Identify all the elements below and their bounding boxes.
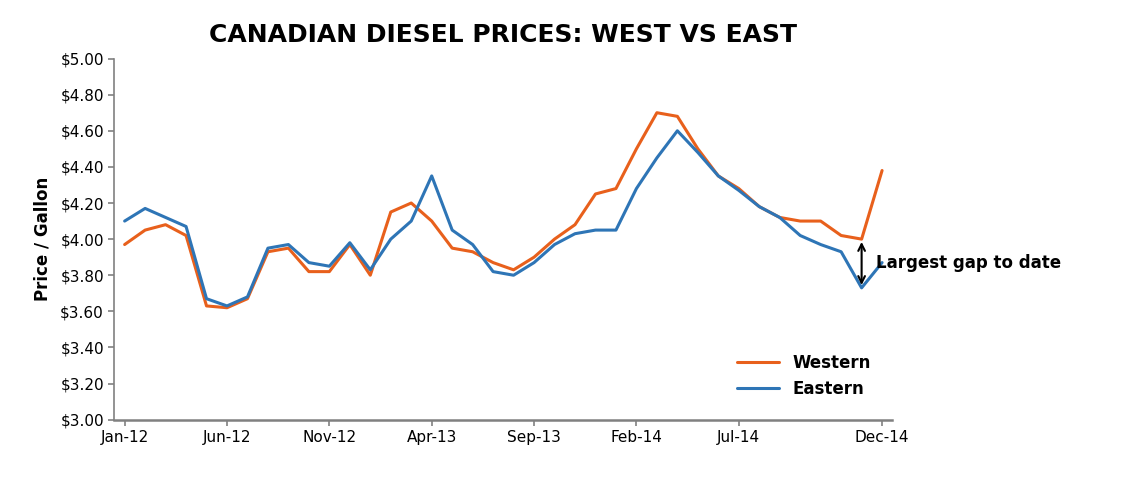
- Western: [138, 227, 152, 233]
- Eastern: [569, 231, 582, 237]
- Western: [200, 303, 214, 309]
- Western: [159, 222, 173, 227]
- Western: [220, 305, 233, 311]
- Eastern: [875, 260, 889, 265]
- Eastern: [834, 249, 848, 255]
- Western: [527, 254, 541, 260]
- Eastern: [180, 224, 193, 229]
- Western: [589, 191, 603, 197]
- Eastern: [343, 240, 357, 245]
- Western: [670, 113, 684, 119]
- Eastern: [466, 242, 479, 247]
- Eastern: [793, 233, 807, 239]
- Eastern: [650, 155, 664, 161]
- Western: [834, 233, 848, 239]
- Eastern: [302, 260, 316, 265]
- Western: [424, 218, 438, 224]
- Eastern: [240, 294, 254, 300]
- Line: Western: Western: [125, 113, 882, 308]
- Western: [773, 215, 787, 221]
- Title: CANADIAN DIESEL PRICES: WEST VS EAST: CANADIAN DIESEL PRICES: WEST VS EAST: [209, 23, 797, 47]
- Western: [486, 260, 500, 265]
- Western: [855, 236, 868, 242]
- Western: [691, 146, 705, 152]
- Eastern: [753, 203, 766, 209]
- Western: [466, 249, 479, 255]
- Western: [569, 222, 582, 227]
- Western: [629, 146, 643, 152]
- Western: [507, 267, 521, 273]
- Text: Largest gap to date: Largest gap to date: [876, 255, 1062, 272]
- Eastern: [424, 173, 438, 179]
- Eastern: [323, 264, 336, 269]
- Eastern: [281, 242, 295, 247]
- Western: [240, 296, 254, 302]
- Western: [650, 110, 664, 116]
- Eastern: [773, 215, 787, 221]
- Western: [343, 242, 357, 247]
- Eastern: [384, 236, 398, 242]
- Eastern: [670, 128, 684, 134]
- Eastern: [138, 205, 152, 211]
- Eastern: [527, 260, 541, 265]
- Western: [364, 272, 378, 278]
- Eastern: [261, 245, 275, 251]
- Eastern: [364, 267, 378, 273]
- Eastern: [855, 285, 868, 291]
- Western: [875, 167, 889, 173]
- Eastern: [629, 185, 643, 191]
- Y-axis label: Price / Gallon: Price / Gallon: [34, 177, 51, 301]
- Eastern: [486, 269, 500, 275]
- Eastern: [589, 227, 603, 233]
- Western: [712, 173, 725, 179]
- Eastern: [732, 187, 746, 193]
- Legend: Western, Eastern: Western, Eastern: [724, 340, 884, 411]
- Eastern: [609, 227, 622, 233]
- Western: [323, 269, 336, 275]
- Western: [404, 200, 418, 206]
- Western: [732, 185, 746, 191]
- Eastern: [691, 149, 705, 155]
- Eastern: [118, 218, 132, 224]
- Eastern: [507, 272, 521, 278]
- Western: [180, 233, 193, 239]
- Western: [261, 249, 275, 255]
- Eastern: [813, 242, 827, 247]
- Western: [302, 269, 316, 275]
- Western: [281, 245, 295, 251]
- Western: [609, 185, 622, 191]
- Western: [813, 218, 827, 224]
- Line: Eastern: Eastern: [125, 131, 882, 306]
- Eastern: [548, 242, 562, 247]
- Eastern: [445, 227, 459, 233]
- Eastern: [404, 218, 418, 224]
- Eastern: [220, 303, 233, 309]
- Eastern: [159, 215, 173, 221]
- Eastern: [200, 296, 214, 302]
- Western: [384, 209, 398, 215]
- Western: [793, 218, 807, 224]
- Eastern: [712, 173, 725, 179]
- Western: [753, 203, 766, 209]
- Western: [548, 236, 562, 242]
- Western: [445, 245, 459, 251]
- Western: [118, 242, 132, 247]
